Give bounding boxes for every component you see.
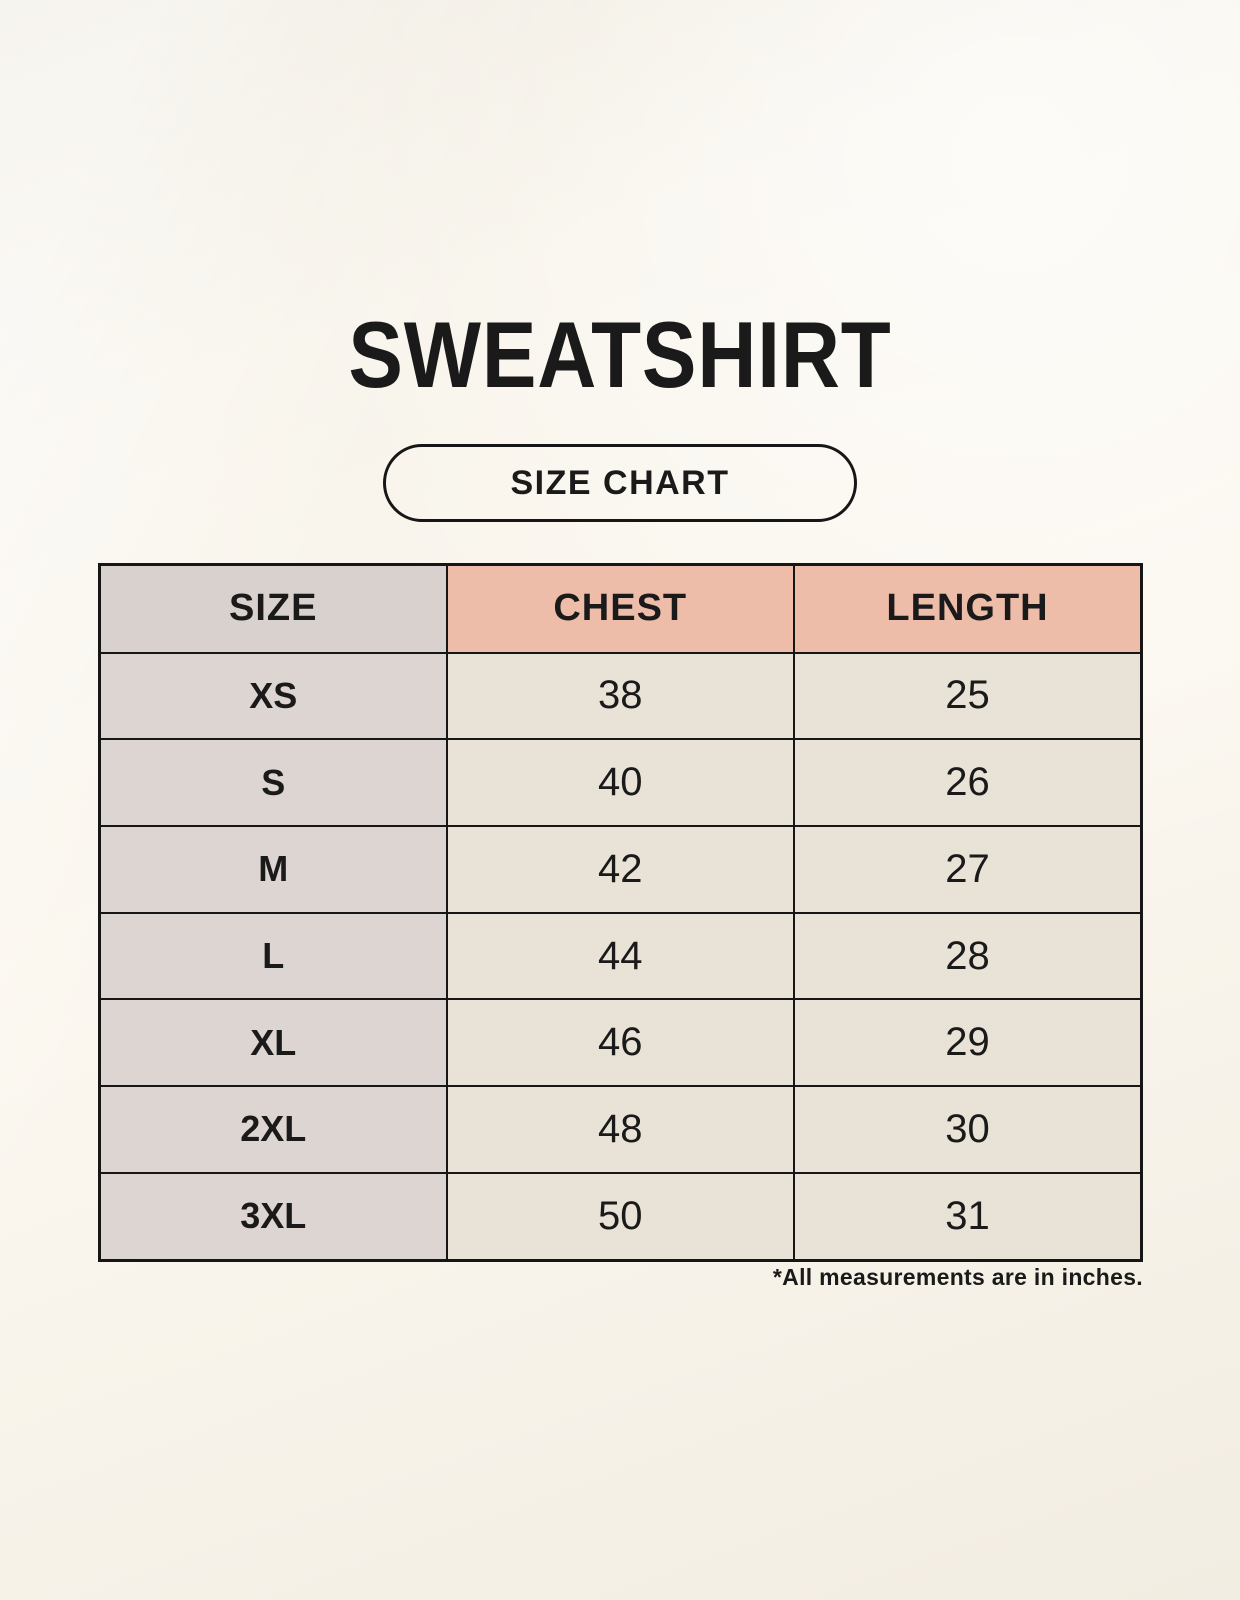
size-label-cell: M: [98, 824, 448, 914]
length-value-cell: 28: [793, 911, 1143, 1001]
size-label-cell: XL: [98, 998, 448, 1088]
column-header-size: SIZE: [98, 563, 448, 654]
size-label-cell: XS: [98, 651, 448, 741]
length-value-cell: 31: [793, 1171, 1143, 1262]
table-row: M 42 27: [98, 824, 1143, 914]
length-value-cell: 30: [793, 1085, 1143, 1174]
chest-value-cell: 48: [445, 1085, 795, 1174]
length-value-cell: 29: [793, 998, 1143, 1088]
length-value-cell: 25: [793, 651, 1143, 741]
table-row: L 44 28: [98, 911, 1143, 1001]
page-title: SWEATSHIRT: [348, 302, 892, 407]
length-value-cell: 27: [793, 824, 1143, 914]
chest-value-cell: 40: [445, 738, 795, 827]
column-header-length: LENGTH: [793, 563, 1143, 654]
size-label-cell: 3XL: [98, 1171, 448, 1262]
size-label-cell: L: [98, 911, 448, 1001]
size-chart-button[interactable]: SIZE CHART: [383, 444, 857, 522]
table-row: XS 38 25: [98, 651, 1143, 741]
size-label-cell: 2XL: [98, 1085, 448, 1174]
table-row: XL 46 29: [98, 998, 1143, 1088]
table-row: S 40 26: [98, 738, 1143, 827]
measurements-footnote: *All measurements are in inches.: [772, 1264, 1143, 1290]
table-header-row: SIZE CHEST LENGTH: [98, 563, 1143, 654]
size-chart-table: SIZE CHEST LENGTH XS 38 25 S 40 26 M 42 …: [98, 563, 1143, 1262]
table-row: 2XL 48 30: [98, 1085, 1143, 1174]
chest-value-cell: 44: [445, 911, 795, 1001]
length-value-cell: 26: [793, 738, 1143, 827]
chest-value-cell: 50: [445, 1171, 795, 1262]
size-label-cell: S: [98, 738, 448, 827]
size-chart-button-label: SIZE CHART: [510, 463, 730, 502]
chest-value-cell: 46: [445, 998, 795, 1088]
column-header-chest: CHEST: [445, 563, 795, 654]
table-row: 3XL 50 31: [98, 1171, 1143, 1262]
chest-value-cell: 38: [445, 651, 795, 741]
chest-value-cell: 42: [445, 824, 795, 914]
